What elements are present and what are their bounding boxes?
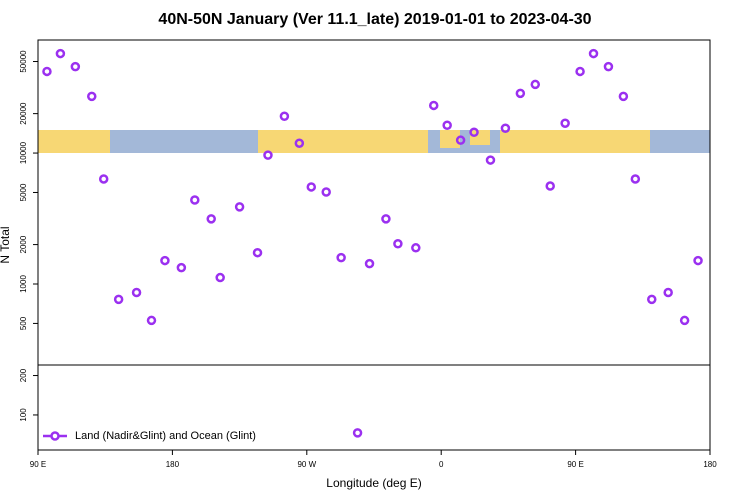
point xyxy=(603,61,614,72)
point xyxy=(442,120,452,131)
y-tick-label: 20000 xyxy=(19,102,28,125)
point xyxy=(381,214,391,224)
point xyxy=(113,294,124,305)
point xyxy=(455,135,466,145)
chart-title: 40N-50N January (Ver 11.1_late) 2019-01-… xyxy=(158,11,591,28)
y-tick-label: 100 xyxy=(19,408,28,422)
x-tick-label: 90 E xyxy=(30,460,46,469)
point xyxy=(411,243,421,253)
point xyxy=(530,79,541,90)
point xyxy=(55,48,66,59)
map-band xyxy=(38,130,710,153)
point xyxy=(500,123,511,134)
land xyxy=(258,130,428,153)
legend-label: Land (Nadir&Glint) and Ocean (Glint) xyxy=(75,430,256,442)
y-tick-label: 10000 xyxy=(19,141,28,164)
point xyxy=(215,272,225,283)
point xyxy=(545,181,555,191)
point xyxy=(618,91,629,102)
point xyxy=(515,88,526,99)
point xyxy=(98,174,109,184)
point xyxy=(364,258,375,269)
point xyxy=(263,150,273,160)
x-tick-label: 180 xyxy=(166,460,180,469)
land xyxy=(38,130,110,153)
point xyxy=(336,252,346,263)
x-axis-label: Longitude (deg E) xyxy=(326,476,421,490)
point xyxy=(190,195,200,205)
y-tick-label: 2000 xyxy=(19,235,28,253)
plot-frame xyxy=(37,39,711,451)
y-axis-label: N Total xyxy=(0,226,12,263)
x-tick-label: 90 W xyxy=(297,460,316,469)
y-tick-label: 1000 xyxy=(19,275,28,293)
point xyxy=(87,91,97,102)
point xyxy=(70,61,81,72)
point xyxy=(575,66,585,77)
land xyxy=(500,130,650,153)
x-tick-label: 0 xyxy=(439,460,444,469)
point xyxy=(294,138,305,148)
point xyxy=(693,255,703,266)
point xyxy=(560,118,570,128)
y-tick-label: 50000 xyxy=(19,50,28,73)
point xyxy=(279,111,290,122)
point xyxy=(393,238,403,249)
point xyxy=(206,214,216,224)
point xyxy=(234,202,245,212)
point xyxy=(146,315,157,326)
x-tick-label: 180 xyxy=(703,460,717,469)
point xyxy=(630,174,641,184)
land xyxy=(440,130,460,148)
point xyxy=(131,287,142,298)
y-tick-label: 200 xyxy=(19,368,28,382)
legend-marker xyxy=(50,431,60,441)
point xyxy=(428,100,439,111)
point xyxy=(160,255,170,266)
point xyxy=(647,294,657,305)
point xyxy=(588,48,599,59)
point xyxy=(321,187,331,197)
y-tick-label: 5000 xyxy=(19,183,28,201)
point xyxy=(663,287,673,298)
point xyxy=(306,182,317,192)
point xyxy=(42,66,52,77)
x-tick-label: 90 E xyxy=(567,460,583,469)
point xyxy=(485,155,496,165)
point xyxy=(176,262,187,273)
land xyxy=(470,130,490,145)
point xyxy=(252,247,263,258)
y-tick-label: 500 xyxy=(19,316,28,330)
point xyxy=(352,428,363,438)
point xyxy=(679,315,690,326)
point xyxy=(469,127,479,137)
